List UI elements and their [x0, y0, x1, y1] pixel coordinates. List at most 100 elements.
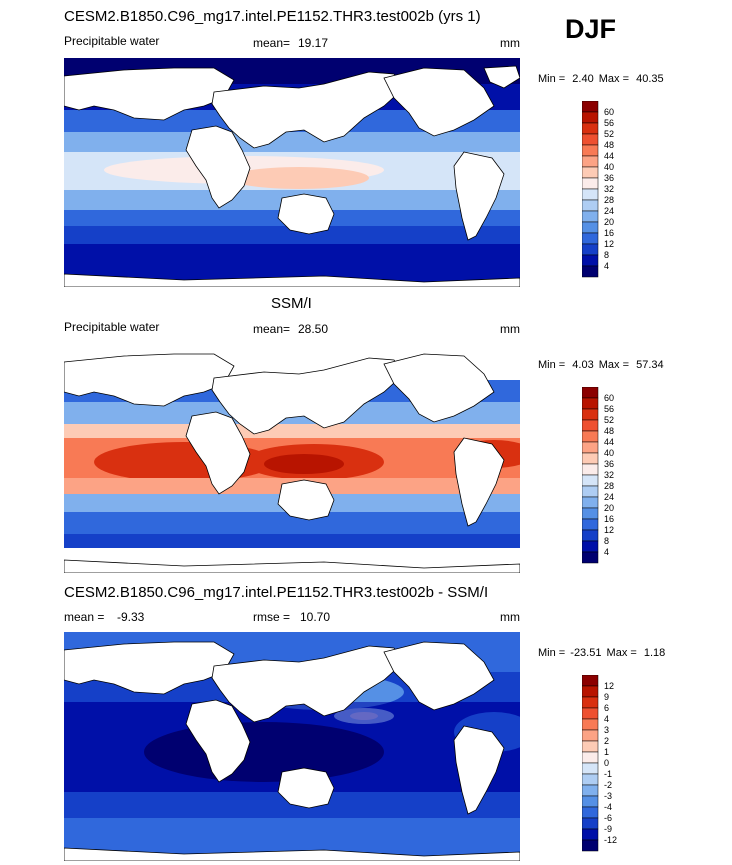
panel-1-minmax: Min = 2.40 Max = 40.35: [538, 73, 664, 85]
colorbar-label: 44: [604, 151, 614, 161]
colorbar-label: 48: [604, 140, 614, 150]
colorbar-label: 1: [604, 747, 609, 757]
panel-3-title: CESM2.B1850.C96_mg17.intel.PE1152.THR3.t…: [64, 584, 489, 601]
colorbar-label: 32: [604, 184, 614, 194]
colorbar-label: 40: [604, 162, 614, 172]
panel-1-land: [64, 65, 520, 287]
colorbar-label: 36: [604, 173, 614, 183]
colorbar-swatch: [582, 806, 599, 819]
panel-1-variable: Precipitable water: [64, 34, 160, 48]
colorbar-swatch: [582, 430, 599, 443]
panel-1-max-value: 40.35: [636, 73, 664, 85]
panel-2-max-label: Max =: [598, 359, 630, 371]
panel-1-max-label: Max =: [598, 73, 630, 85]
colorbar-swatch: [582, 463, 599, 476]
colorbar-swatch: [582, 419, 599, 432]
panel-3-land: [64, 641, 520, 861]
panel-1-mean-value: 19.17: [298, 36, 329, 50]
colorbar-label: 6: [604, 703, 609, 713]
colorbar-swatch: [582, 751, 599, 764]
panel-1-title: CESM2.B1850.C96_mg17.intel.PE1152.THR3.t…: [64, 8, 481, 25]
colorbar-swatch: [582, 740, 599, 753]
colorbar-label: 20: [604, 217, 614, 227]
colorbar-swatch: [582, 718, 599, 731]
colorbar-swatch: [582, 188, 599, 201]
panel-1-map: [64, 58, 520, 287]
colorbar-swatch: [582, 828, 599, 841]
colorbar-swatch: [582, 707, 599, 720]
colorbar-label: 48: [604, 426, 614, 436]
colorbar-swatch: [582, 485, 599, 498]
colorbar-swatch: [582, 254, 599, 267]
colorbar-label: -2: [604, 780, 612, 790]
colorbar-label: 12: [604, 525, 614, 535]
colorbar-label: 12: [604, 681, 614, 691]
colorbar-label: -12: [604, 835, 617, 845]
panel-1-min-label: Min =: [538, 73, 566, 85]
season-label: DJF: [565, 14, 617, 44]
colorbar-swatch: [582, 122, 599, 135]
colorbar-swatch: [582, 199, 599, 212]
colorbar-swatch: [582, 101, 599, 113]
colorbar-label: 4: [604, 547, 609, 557]
panel-2-variable: Precipitable water: [64, 320, 160, 334]
panel-3-mean-value: -9.33: [117, 610, 145, 624]
colorbar-label: 2: [604, 736, 609, 746]
panel-1-units: mm: [500, 36, 520, 50]
colorbar-label: 52: [604, 415, 614, 425]
panel-3-max-label: Max =: [606, 647, 637, 659]
panel-1-min-value: 2.40: [572, 73, 594, 85]
colorbar-label: 28: [604, 195, 614, 205]
panel-3-rmse-label: rmse =: [253, 610, 291, 624]
colorbar-swatch: [582, 133, 599, 146]
colorbar-label: 44: [604, 437, 614, 447]
colorbar-swatch: [582, 397, 599, 410]
colorbar-swatch: [582, 144, 599, 157]
colorbar-label: 28: [604, 481, 614, 491]
colorbar-label: 56: [604, 118, 614, 128]
colorbar-label: 16: [604, 228, 614, 238]
colorbar-swatch: [582, 232, 599, 245]
colorbar-label: 12: [604, 239, 614, 249]
panel-2-land: [64, 353, 520, 573]
panel-2-minmax: Min = 4.03 Max = 57.34: [538, 359, 664, 371]
colorbar-label: 4: [604, 714, 609, 724]
colorbar-swatch: [582, 243, 599, 256]
panel-3-rmse-value: 10.70: [300, 610, 331, 624]
panel-3-min-label: Min =: [538, 647, 566, 659]
colorbar-label: -1: [604, 769, 612, 779]
panel-3-max-value: 1.18: [643, 647, 666, 659]
colorbar-swatch: [582, 166, 599, 179]
panel-2-min-value: 4.03: [572, 359, 594, 371]
colorbar-swatch: [582, 696, 599, 709]
panel-3-min-value: -23.51: [570, 647, 602, 659]
panel-3-units: mm: [500, 610, 520, 624]
panel-2-map: [64, 344, 520, 573]
colorbar-swatch: [582, 518, 599, 531]
colorbar-label: 32: [604, 470, 614, 480]
colorbar-swatch: [582, 496, 599, 509]
colorbar-swatch: [582, 540, 599, 553]
colorbar-label: 0: [604, 758, 609, 768]
colorbar-label: 4: [604, 261, 609, 271]
colorbar-label: 9: [604, 692, 609, 702]
colorbar-swatch: [582, 817, 599, 830]
panel-1-mean-label: mean=: [253, 36, 291, 50]
colorbar-swatch: [582, 452, 599, 465]
colorbar-label: 56: [604, 404, 614, 414]
colorbar-label: 16: [604, 514, 614, 524]
colorbar-label: 8: [604, 536, 609, 546]
colorbar-swatch: [582, 729, 599, 742]
colorbar-swatch: [582, 773, 599, 786]
colorbar-swatch: [582, 839, 599, 852]
colorbar-swatch: [582, 210, 599, 223]
colorbar-label: -9: [604, 824, 612, 834]
panel-2-min-label: Min =: [538, 359, 566, 371]
panel-2-units: mm: [500, 322, 520, 336]
colorbar-swatch: [582, 265, 599, 278]
colorbar-swatch: [582, 221, 599, 234]
colorbar-swatch: [582, 551, 599, 564]
colorbar-swatch: [582, 387, 599, 399]
